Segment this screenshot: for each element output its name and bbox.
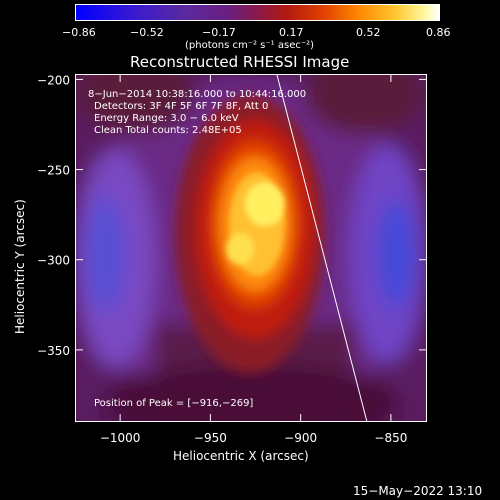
annotation-energy: Energy Range: 3.0 − 6.0 keV <box>94 113 239 124</box>
colorbar <box>75 4 440 21</box>
y-tick-label: −300 <box>37 254 70 268</box>
y-tick-label: −250 <box>37 164 70 178</box>
annotation-detectors: Detectors: 3F 4F 5F 6F 7F 8F, Att 0 <box>94 101 269 112</box>
x-tick-label: −900 <box>284 431 317 445</box>
chart-title: Reconstructed RHESSI Image <box>130 53 350 71</box>
x-tick-label: −850 <box>374 431 407 445</box>
colorbar-tick: −0.86 <box>62 26 96 39</box>
y-axis-label: Heliocentric Y (arcsec) <box>13 199 27 334</box>
colorbar-tick: −0.17 <box>202 26 236 39</box>
plot-area: 8−Jun−2014 10:38:16.000 to 10:44:16.000 … <box>75 74 427 422</box>
annotation-clean: Clean Total counts: 2.48E+05 <box>94 125 242 136</box>
colorbar-units: (photons cm⁻² s⁻¹ asec⁻²) <box>185 40 315 51</box>
colorbar-tick: −0.52 <box>130 26 164 39</box>
y-tick-label: −350 <box>37 344 70 358</box>
footer-date: 15−May−2022 13:10 <box>353 484 483 498</box>
x-tick-label: −1000 <box>100 431 141 445</box>
colorbar-tick: 0.52 <box>356 26 381 39</box>
limb-line <box>276 75 368 421</box>
colorbar-tick: 0.86 <box>426 26 451 39</box>
colorbar-tick: 0.17 <box>279 26 304 39</box>
x-axis-label: Heliocentric X (arcsec) <box>173 449 309 463</box>
annotation-time: 8−Jun−2014 10:38:16.000 to 10:44:16.000 <box>88 89 307 100</box>
y-tick-label: −200 <box>37 73 70 87</box>
annotation-peak: Position of Peak = [−916,−269] <box>94 398 254 409</box>
x-tick-label: −950 <box>194 431 227 445</box>
rhessi-image <box>76 75 426 421</box>
